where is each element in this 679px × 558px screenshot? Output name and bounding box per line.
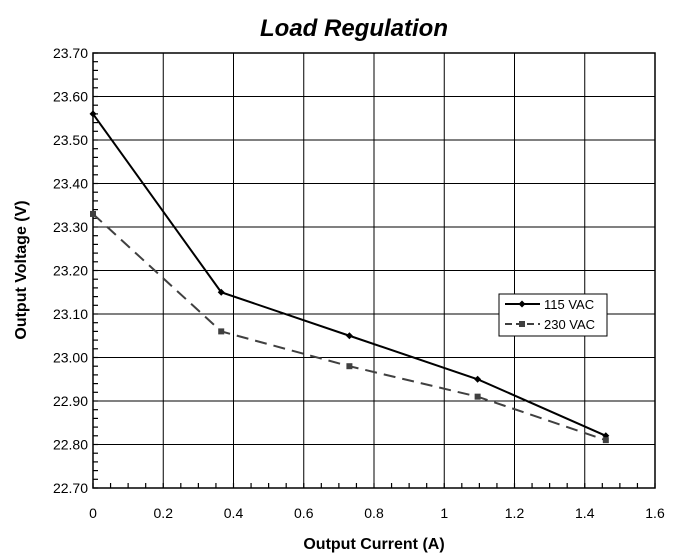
x-tick-label: 0.8 <box>364 505 384 521</box>
data-point <box>218 328 225 335</box>
x-tick-label: 1 <box>440 505 448 521</box>
x-tick-label: 0 <box>89 505 97 521</box>
legend-swatch-marker <box>519 321 525 327</box>
legend-label: 115 VAC <box>544 297 594 312</box>
x-tick-labels: 0 0.2 0.4 0.6 0.8 1 1.2 1.4 1.6 <box>89 505 665 521</box>
y-tick-label: 22.80 <box>53 437 88 453</box>
chart-title: Load Regulation <box>260 15 448 42</box>
legend-box <box>498 293 608 337</box>
x-tick-label: 0.2 <box>154 505 174 521</box>
data-point <box>217 288 225 296</box>
data-point <box>474 375 482 383</box>
data-point <box>474 393 481 400</box>
x-axis-title: Output Current (A) <box>303 536 444 553</box>
series-0 <box>89 110 610 440</box>
x-tick-label: 1.4 <box>575 505 595 521</box>
plot-frame <box>92 52 656 489</box>
x-tick-label: 1.2 <box>505 505 525 521</box>
y-axis-title: Output Voltage (V) <box>13 200 30 339</box>
x-tick-label: 1.6 <box>645 505 665 521</box>
legend-label: 230 VAC <box>544 317 595 332</box>
grid <box>92 52 656 489</box>
y-tick-label: 22.70 <box>53 480 88 496</box>
legend-swatch-marker <box>518 300 526 308</box>
y-tick-label: 23.70 <box>53 45 88 61</box>
y-tick-label: 23.60 <box>53 89 88 105</box>
data-point <box>90 210 96 217</box>
y-tick-labels: 23.70 23.60 23.50 23.40 23.30 23.20 23.10 23.00… <box>53 45 88 496</box>
y-tick-label: 23.00 <box>53 350 88 366</box>
series-1 <box>90 210 609 444</box>
y-tick-label: 23.30 <box>53 219 88 235</box>
y-tick-label: 23.20 <box>53 263 88 279</box>
x-tick-label: 0.6 <box>294 505 314 521</box>
data-point <box>346 363 353 370</box>
y-tick-label: 22.90 <box>53 393 88 409</box>
x-tick-label: 0.4 <box>224 505 244 521</box>
legend: 115 VAC 230 VAC <box>498 293 608 337</box>
y-tick-label: 23.10 <box>53 306 88 322</box>
data-point <box>345 332 353 340</box>
y-tick-label: 23.50 <box>53 132 88 148</box>
data-point <box>602 437 609 444</box>
y-tick-label: 23.40 <box>53 176 88 192</box>
series-layer <box>89 110 610 444</box>
data-point <box>89 110 97 118</box>
series-line <box>92 113 607 437</box>
